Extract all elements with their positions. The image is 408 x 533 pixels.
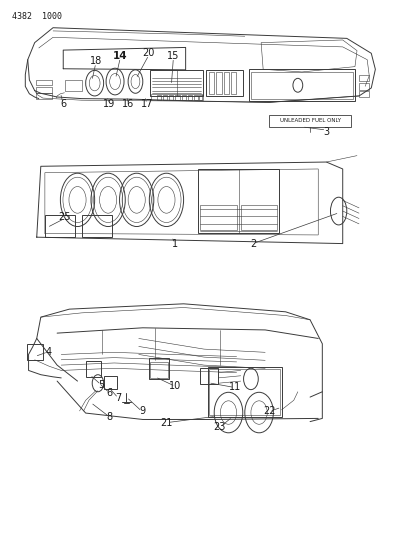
Text: 1: 1	[172, 239, 179, 248]
Bar	[27, 344, 43, 360]
Bar	[200, 205, 237, 230]
Text: 25: 25	[58, 213, 71, 222]
Bar	[199, 95, 203, 100]
Bar	[359, 75, 369, 81]
Text: 15: 15	[167, 51, 180, 61]
Text: 2: 2	[250, 239, 256, 248]
Bar	[194, 95, 198, 100]
Bar	[163, 95, 167, 100]
Text: 7: 7	[115, 393, 122, 403]
Bar	[209, 369, 280, 415]
Text: 8: 8	[106, 412, 113, 422]
Bar	[82, 215, 112, 237]
Bar	[359, 91, 369, 97]
Text: 4: 4	[45, 347, 51, 357]
Text: 5: 5	[98, 380, 104, 390]
Bar	[150, 70, 203, 96]
Text: 23: 23	[213, 423, 226, 432]
Bar	[224, 72, 229, 94]
Bar	[104, 376, 117, 389]
Bar	[149, 358, 169, 379]
Text: 17: 17	[141, 99, 153, 109]
Bar	[208, 367, 282, 417]
Text: 20: 20	[143, 49, 155, 58]
Bar	[231, 72, 236, 94]
Bar	[36, 87, 52, 93]
Bar	[169, 95, 173, 100]
Text: 6: 6	[106, 388, 113, 398]
Bar	[45, 215, 75, 237]
Bar	[150, 362, 168, 378]
Bar	[249, 69, 355, 101]
Text: 21: 21	[160, 418, 173, 427]
Bar	[206, 70, 243, 96]
Text: 16: 16	[122, 99, 135, 109]
Text: 10: 10	[169, 382, 182, 391]
Text: 14: 14	[113, 51, 128, 61]
Bar	[157, 95, 161, 100]
Text: 3: 3	[323, 127, 330, 136]
Text: 9: 9	[139, 407, 145, 416]
Bar	[175, 95, 180, 100]
Text: 22: 22	[263, 407, 275, 416]
Text: 11: 11	[228, 383, 241, 392]
Bar	[209, 72, 214, 94]
Bar	[36, 80, 52, 85]
Text: UNLEADED FUEL ONLY: UNLEADED FUEL ONLY	[279, 118, 341, 123]
Bar	[216, 72, 222, 94]
Bar	[251, 72, 353, 99]
Bar	[182, 95, 186, 100]
Bar	[86, 361, 101, 377]
Text: 19: 19	[103, 99, 115, 109]
Bar	[359, 83, 369, 90]
Bar	[65, 80, 82, 91]
Bar	[200, 368, 218, 384]
Bar	[36, 93, 52, 99]
Text: 6: 6	[60, 99, 67, 109]
Bar	[269, 115, 351, 127]
Text: 4382  1000: 4382 1000	[12, 12, 62, 21]
Bar	[241, 205, 277, 230]
Bar	[151, 94, 202, 100]
Bar	[188, 95, 192, 100]
Bar	[198, 169, 279, 233]
Text: 18: 18	[90, 56, 102, 66]
